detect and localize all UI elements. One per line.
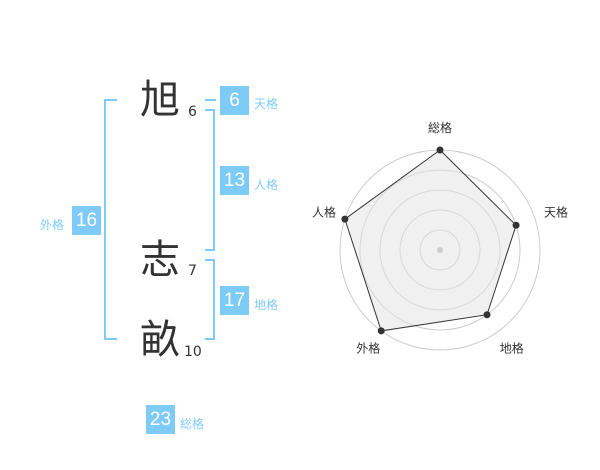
name-char-3: 畝 <box>140 317 180 363</box>
radar-point <box>483 311 491 319</box>
stroke-count-3: 10 <box>184 344 202 360</box>
radar-center <box>437 247 443 253</box>
tenkaku-value: 6 <box>220 86 249 115</box>
radar-point <box>512 221 520 229</box>
radar-point <box>436 146 444 154</box>
radar-axis-label: 地格 <box>500 341 524 356</box>
name-char-1: 旭 <box>140 77 180 123</box>
radar-point <box>377 327 385 335</box>
stroke-count-1: 6 <box>188 104 197 120</box>
radar-polygon <box>344 149 517 332</box>
radar-axis-label: 総格 <box>428 120 452 135</box>
radar-axis-label: 外格 <box>356 341 380 356</box>
tenkaku-bracket <box>205 99 216 101</box>
name-char-2: 志 <box>140 237 180 283</box>
jinkaku-label: 人格 <box>254 178 279 192</box>
soukaku-value: 23 <box>146 405 175 434</box>
tenkaku-label: 天格 <box>254 97 279 111</box>
gaikaku-value: 16 <box>72 206 101 235</box>
chikaku-label: 地格 <box>254 298 279 312</box>
radar-axis-label: 人格 <box>312 204 336 219</box>
radar-point <box>341 215 349 223</box>
stroke-count-2: 7 <box>188 263 197 279</box>
radar-axis-label: 天格 <box>544 204 568 219</box>
soukaku-label: 総格 <box>180 417 205 431</box>
gaikaku-label: 外格 <box>40 218 65 232</box>
jinkaku-value: 13 <box>220 166 249 195</box>
chikaku-value: 17 <box>220 286 249 315</box>
